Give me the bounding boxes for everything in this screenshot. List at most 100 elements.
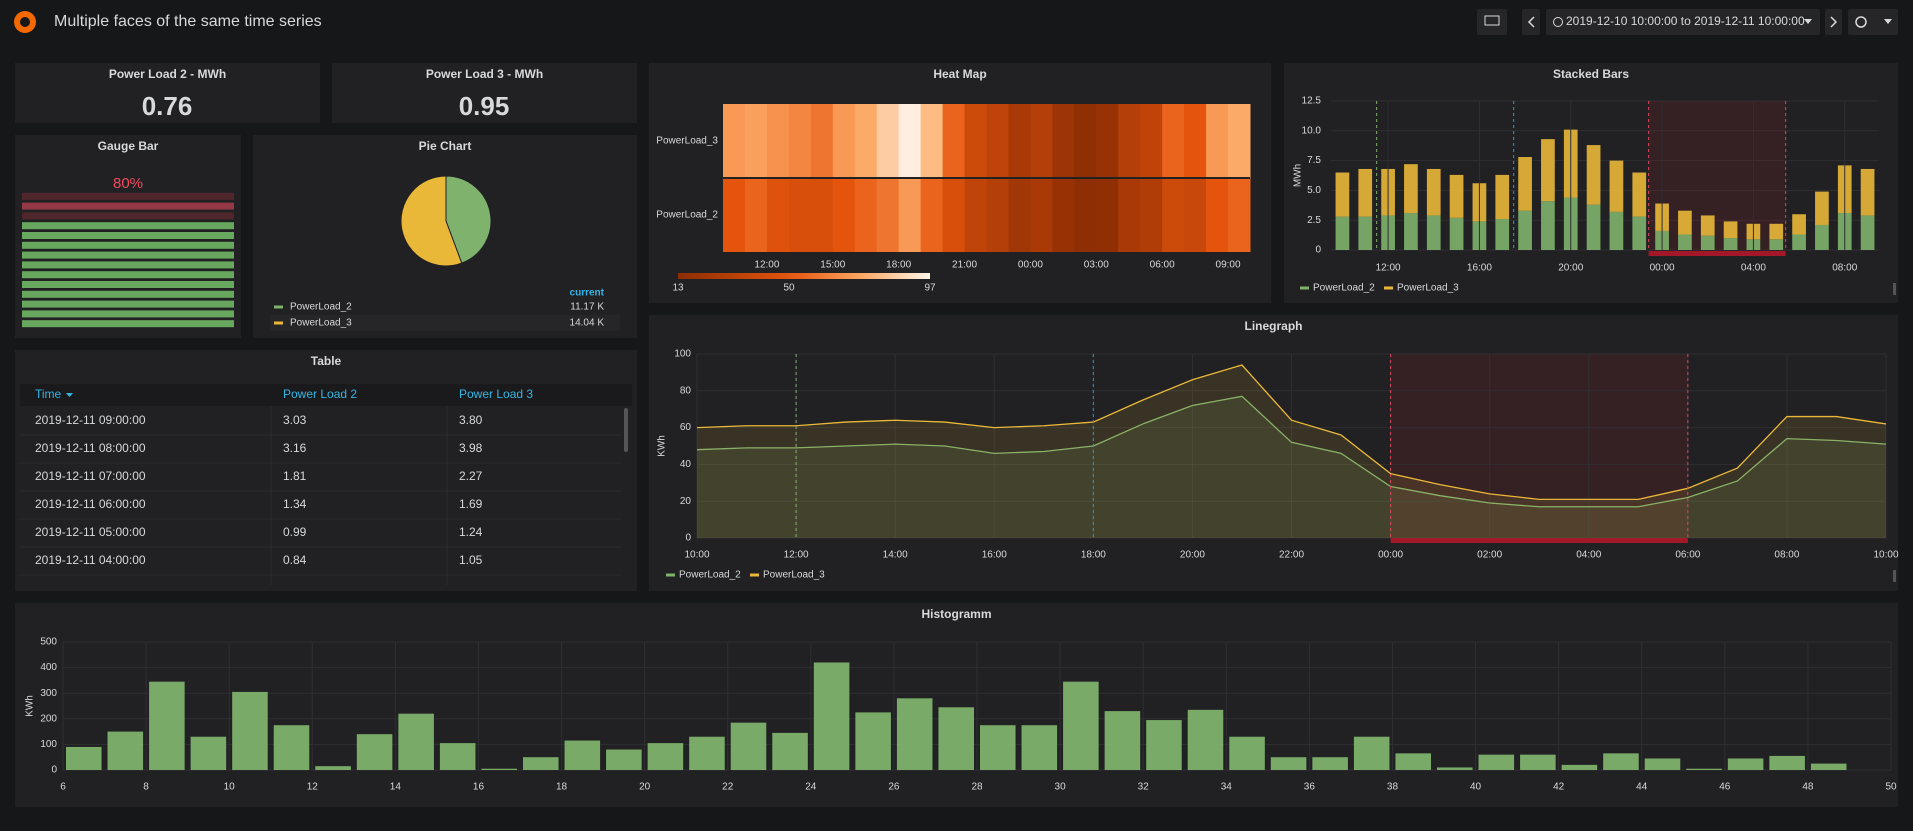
- heat-cell: [1184, 178, 1207, 252]
- row-label: PowerLoad_2: [656, 210, 718, 221]
- x-tick-label: 06:00: [1675, 550, 1700, 561]
- heat-cell: [942, 104, 966, 178]
- panel: Histogramm 0 100 200 300 400 500 6 8 10 12 14 16 18 20…: [15, 603, 1898, 807]
- histogram-bar: [1021, 725, 1058, 770]
- bar-segment: [1700, 235, 1715, 250]
- bar-segment: [1495, 174, 1510, 220]
- bar-segment: [1586, 145, 1601, 205]
- legend-name[interactable]: PowerLoad_2: [290, 302, 352, 313]
- heat-cell: [1162, 178, 1185, 252]
- refresh-icon: [1855, 16, 1867, 28]
- histogram-bar: [1644, 758, 1681, 770]
- panel-title[interactable]: Histogramm: [921, 607, 991, 621]
- y-tick-label: 60: [680, 422, 692, 433]
- bar-segment: [1335, 172, 1350, 217]
- heat-cell: [810, 178, 834, 252]
- y-tick-label: 200: [40, 713, 57, 724]
- heat-cell: [1030, 178, 1053, 252]
- histogram-bar: [1104, 711, 1141, 770]
- bar-segment: [1678, 210, 1692, 235]
- histogram-bar: [855, 712, 891, 770]
- legend-name[interactable]: PowerLoad_3: [1397, 283, 1459, 294]
- x-tick-label: 16: [473, 782, 485, 793]
- histogram-bar: [1727, 758, 1764, 770]
- x-tick-label: 50: [1885, 782, 1897, 793]
- histogram-bar: [1437, 767, 1473, 770]
- panel-title[interactable]: Gauge Bar: [98, 139, 159, 153]
- heat-cell: [1074, 104, 1097, 178]
- stat-value: 0.95: [459, 91, 510, 121]
- heat-cell: [876, 178, 900, 252]
- column-header[interactable]: Power Load 3: [459, 387, 533, 401]
- heat-cell: [942, 178, 966, 252]
- bar-segment: [1358, 216, 1373, 250]
- x-tick-label: 08:00: [1774, 550, 1799, 561]
- x-tick-label: 03:00: [1084, 260, 1109, 271]
- x-tick-label: 18: [556, 782, 568, 793]
- panel: Pie Chart PowerLoad_2 11.17 K PowerLoad_3 14…: [253, 135, 637, 338]
- histogram-bar: [439, 743, 476, 770]
- heat-cell: [723, 104, 746, 178]
- bar-segment: [1586, 204, 1601, 250]
- histogram-bar: [1229, 736, 1265, 770]
- panel-background: [332, 63, 637, 123]
- x-tick-label: 38: [1387, 782, 1399, 793]
- annotation-bar: [1390, 538, 1688, 543]
- column-header[interactable]: Time: [35, 387, 62, 401]
- histogram-bar: [107, 731, 144, 770]
- panel-title[interactable]: Power Load 2 - MWh: [109, 67, 226, 81]
- heat-cell: [1184, 104, 1207, 178]
- histogram-bar: [66, 746, 102, 770]
- y-tick-label: 10.0: [1302, 125, 1322, 136]
- heat-cell: [1162, 104, 1185, 178]
- histogram-bar: [938, 707, 974, 770]
- x-tick-label: 42: [1553, 782, 1565, 793]
- bar-segment: [1678, 234, 1692, 250]
- panel-title[interactable]: Heat Map: [933, 67, 986, 81]
- heat-cell: [1118, 104, 1141, 178]
- histogram-bar: [564, 740, 601, 770]
- dashboard-title[interactable]: Multiple faces of the same time series: [54, 13, 322, 30]
- column-header[interactable]: Power Load 2: [283, 387, 357, 401]
- refresh-button[interactable]: [1848, 9, 1898, 35]
- back-button[interactable]: [1522, 9, 1540, 35]
- heat-cell: [898, 104, 922, 178]
- panel-title[interactable]: Power Load 3 - MWh: [426, 67, 543, 81]
- histogram-bar: [315, 766, 351, 770]
- histogram-bar: [481, 768, 517, 770]
- legend-name[interactable]: PowerLoad_2: [1313, 283, 1375, 294]
- panel-background: [649, 315, 1898, 591]
- legend-value: 14.04 K: [570, 318, 605, 329]
- legend-name[interactable]: PowerLoad_3: [763, 570, 825, 581]
- legend-name[interactable]: PowerLoad_3: [290, 318, 352, 329]
- panel-title[interactable]: Pie Chart: [419, 139, 472, 153]
- gauge-bar: [22, 261, 234, 269]
- legend-name[interactable]: PowerLoad_2: [679, 570, 741, 581]
- scrollbar[interactable]: [1893, 570, 1896, 582]
- x-tick-label: 34: [1221, 782, 1233, 793]
- x-tick-label: 10: [224, 782, 236, 793]
- table-cell: 0.84: [283, 553, 307, 567]
- y-axis-label: KWh: [657, 435, 668, 457]
- heat-cell: [1052, 178, 1075, 252]
- heat-cell: [1096, 178, 1119, 252]
- table-cell: 1.34: [283, 497, 307, 511]
- time-picker[interactable]: [1546, 9, 1820, 35]
- bar-segment: [1404, 213, 1418, 250]
- scrollbar[interactable]: [1893, 283, 1896, 295]
- panel-title[interactable]: Stacked Bars: [1553, 67, 1629, 81]
- histogram-bar: [149, 681, 185, 770]
- x-tick-label: 12:00: [1376, 263, 1401, 274]
- panel-title[interactable]: Linegraph: [1244, 319, 1302, 333]
- histogram-bar: [1686, 768, 1722, 770]
- panel-title[interactable]: Table: [311, 354, 342, 368]
- color-scale: [678, 273, 930, 279]
- bar-segment: [1632, 172, 1647, 217]
- scrollbar[interactable]: [624, 408, 628, 452]
- histogram-bar: [190, 736, 227, 770]
- tv-mode-button[interactable]: [1477, 9, 1507, 35]
- forward-button[interactable]: [1825, 9, 1842, 35]
- x-tick-label: 30: [1055, 782, 1067, 793]
- heat-cell: [964, 178, 987, 252]
